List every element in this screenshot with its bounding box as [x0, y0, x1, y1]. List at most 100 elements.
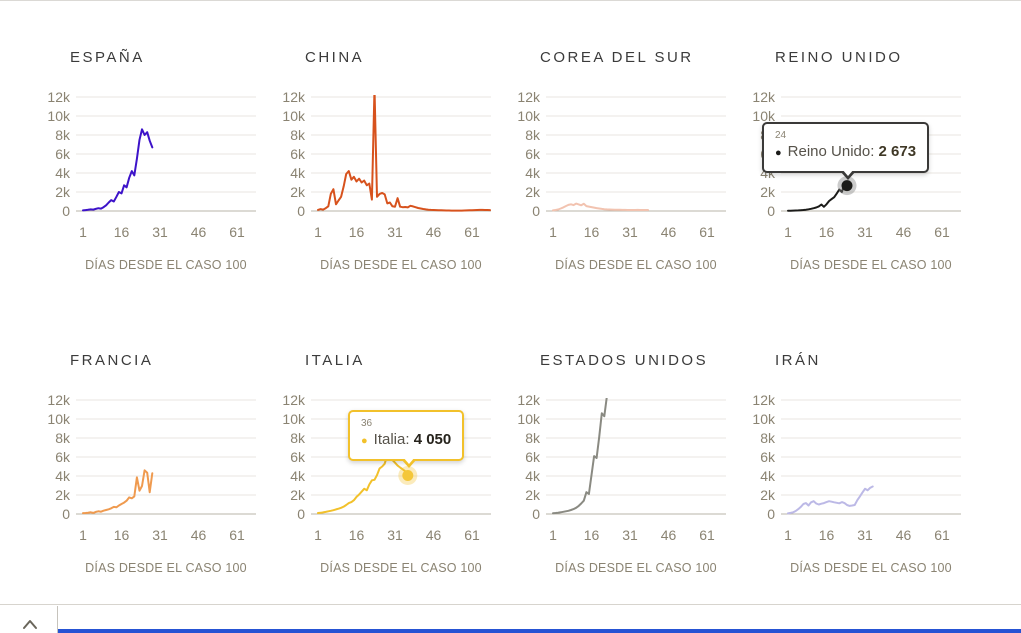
line-chart-plot[interactable] [781, 398, 961, 519]
y-tick-label: 12k [47, 89, 70, 105]
chevron-up-icon[interactable] [21, 618, 39, 630]
chart-cell-china: CHINA 12k 10k 8k 6k 4k 2k 0 1 16 31 46 61 DÍAS DES… [275, 40, 510, 272]
y-tick-label: 4k [55, 165, 70, 181]
x-axis-title: DÍAS DESDE EL CASO 100 [320, 561, 482, 575]
y-axis-labels: 12k 10k 8k 6k 4k 2k 0 [745, 393, 781, 522]
y-tick-label: 8k [525, 127, 540, 143]
chart-title: REINO UNIDO [775, 49, 903, 66]
tooltip-caret-inner [403, 457, 415, 464]
y-axis-labels: 12k 10k 8k 6k 4k 2k 0 [275, 393, 311, 522]
y-tick-label: 10k [47, 411, 70, 427]
x-tick-label: 61 [464, 527, 480, 543]
chart-cell-italia: ITALIA 12k 10k 8k 6k 4k 2k 0 1 16 31 46 61 DÍAS DE… [275, 343, 510, 575]
x-tick-label: 1 [314, 224, 322, 240]
x-tick-label: 16 [583, 527, 600, 543]
y-tick-label: 4k [525, 468, 540, 484]
chart-cell-francia: FRANCIA 12k 10k 8k 6k 4k 2k 0 1 16 31 46 61 DÍAS D… [40, 343, 275, 575]
x-tick-label: 61 [229, 527, 245, 543]
marker-dot[interactable] [841, 180, 853, 192]
y-tick-label: 4k [290, 165, 305, 181]
y-tick-label: 10k [517, 108, 540, 124]
y-tick-label: 12k [517, 392, 540, 408]
y-tick-label: 10k [517, 411, 540, 427]
line-chart-plot[interactable] [311, 95, 491, 216]
x-axis-title: DÍAS DESDE EL CASO 100 [790, 258, 952, 272]
y-tick-label: 8k [55, 430, 70, 446]
chart-title: CHINA [305, 49, 365, 66]
line-chart-plot[interactable] [76, 95, 256, 216]
y-tick-label: 12k [752, 392, 775, 408]
x-axis-title: DÍAS DESDE EL CASO 100 [85, 258, 247, 272]
y-tick-label: 0 [767, 506, 775, 522]
x-tick-label: 16 [113, 224, 130, 240]
y-tick-label: 12k [282, 89, 305, 105]
y-tick-label: 0 [62, 506, 70, 522]
series-line-reino-unido [787, 182, 848, 212]
x-axis-labels: 1 16 31 46 61 [510, 527, 745, 543]
y-tick-label: 12k [282, 392, 305, 408]
line-chart-plot[interactable] [546, 95, 726, 216]
y-tick-label: 6k [760, 449, 775, 465]
y-tick-label: 0 [297, 506, 305, 522]
tooltip-caret-inner [842, 169, 854, 176]
x-axis-labels: 1 16 31 46 61 [745, 224, 980, 240]
x-tick-label: 46 [425, 527, 442, 543]
y-tick-label: 12k [517, 89, 540, 105]
y-tick-label: 0 [62, 203, 70, 219]
y-tick-label: 6k [55, 146, 70, 162]
x-tick-label: 46 [425, 224, 442, 240]
y-tick-label: 0 [532, 506, 540, 522]
x-tick-label: 1 [784, 527, 792, 543]
x-axis-title: DÍAS DESDE EL CASO 100 [320, 258, 482, 272]
y-tick-label: 6k [525, 449, 540, 465]
y-axis-labels: 12k 10k 8k 6k 4k 2k 0 [510, 90, 546, 219]
x-tick-label: 31 [387, 527, 403, 543]
y-tick-label: 10k [282, 108, 305, 124]
tooltip-day-value: 36 [361, 418, 373, 429]
y-tick-label: 2k [525, 487, 540, 503]
x-tick-label: 31 [857, 527, 873, 543]
y-tick-label: 8k [55, 127, 70, 143]
y-axis-labels: 12k 10k 8k 6k 4k 2k 0 [40, 393, 76, 522]
x-tick-label: 16 [348, 224, 365, 240]
marker-dot[interactable] [402, 470, 414, 481]
charts-grid: ESPAÑA 12k 10k 8k 6k 4k 2k 0 1 16 31 46 61 DÍAS DE… [40, 40, 980, 575]
y-tick-label: 4k [290, 468, 305, 484]
x-tick-label: 61 [934, 224, 950, 240]
x-tick-label: 1 [79, 224, 87, 240]
y-tick-label: 10k [752, 411, 775, 427]
tooltip-value: 4 050 [413, 431, 452, 448]
series-bullet-icon: ● [775, 147, 782, 159]
x-tick-label: 61 [699, 527, 715, 543]
x-axis-title: DÍAS DESDE EL CASO 100 [85, 561, 247, 575]
chart-cell-iran: IRÁN 12k 10k 8k 6k 4k 2k 0 1 16 31 46 61 DÍAS DESD… [745, 343, 980, 575]
x-tick-label: 1 [549, 527, 557, 543]
line-chart-plot[interactable] [76, 398, 256, 519]
x-tick-label: 46 [190, 527, 207, 543]
tooltip-italia: 36 ● Italia: 4 050 [348, 410, 465, 468]
y-axis-labels: 12k 10k 8k 6k 4k 2k 0 [510, 393, 546, 522]
chart-title: FRANCIA [70, 352, 154, 369]
x-tick-label: 1 [549, 224, 557, 240]
y-tick-label: 12k [47, 392, 70, 408]
y-tick-label: 0 [532, 203, 540, 219]
y-tick-label: 2k [290, 184, 305, 200]
y-tick-label: 6k [290, 146, 305, 162]
x-tick-label: 31 [857, 224, 873, 240]
x-tick-label: 46 [660, 224, 677, 240]
tooltip-reino-unido: 24 ● Reino Unido: 2 673 [762, 122, 930, 180]
tooltip-series-label: Reino Unido: [787, 143, 875, 160]
x-tick-label: 16 [818, 527, 835, 543]
chart-title: ESPAÑA [70, 49, 145, 66]
chart-title: ITALIA [305, 352, 365, 369]
x-axis-title: DÍAS DESDE EL CASO 100 [790, 561, 952, 575]
x-tick-label: 31 [152, 527, 168, 543]
line-chart-plot[interactable] [546, 398, 726, 519]
footer-vertical-divider [57, 606, 58, 633]
y-tick-label: 2k [760, 487, 775, 503]
footer-accent-bar [58, 629, 1021, 633]
chart-cell-espana: ESPAÑA 12k 10k 8k 6k 4k 2k 0 1 16 31 46 61 DÍAS DE… [40, 40, 275, 272]
series-line-francia [82, 469, 154, 515]
x-tick-label: 31 [387, 224, 403, 240]
x-axis-labels: 1 16 31 46 61 [510, 224, 745, 240]
